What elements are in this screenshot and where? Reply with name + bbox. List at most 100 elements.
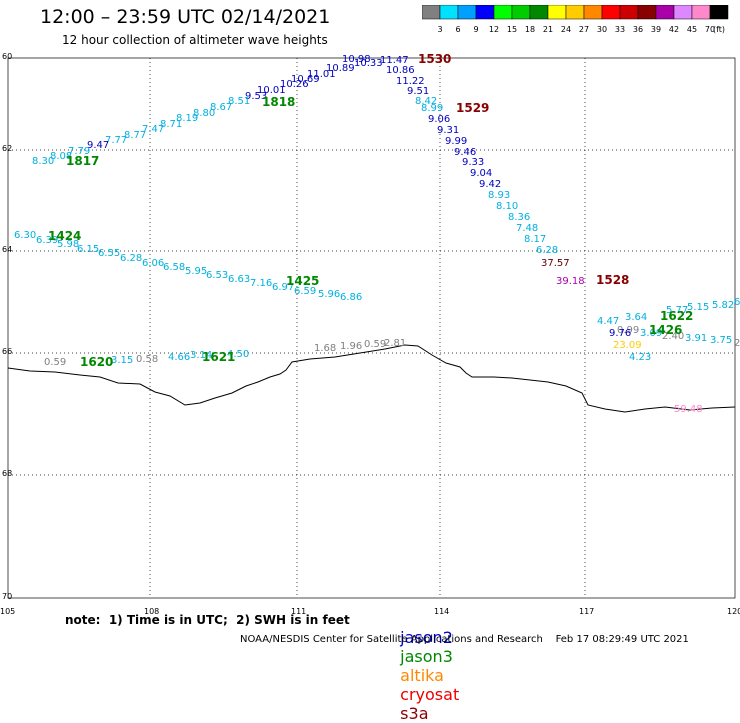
wave-height-label: 8.77 bbox=[124, 130, 146, 141]
wave-height-label: 37.57 bbox=[541, 258, 570, 269]
legend-label: 3 bbox=[437, 25, 442, 34]
wave-height-label: 9.31 bbox=[437, 125, 459, 136]
wave-height-label: 6.28 bbox=[120, 253, 142, 264]
legend-label: 6 bbox=[455, 25, 460, 34]
wave-height-label: 8.08 bbox=[50, 151, 72, 162]
wave-height-label: 8.30 bbox=[32, 156, 54, 167]
wave-height-label: 6.97 bbox=[272, 282, 294, 293]
wave-height-label: 11.47 bbox=[380, 55, 409, 66]
wave-height-label: 9.51 bbox=[407, 86, 429, 97]
lon-label: 117 bbox=[579, 607, 594, 616]
lat-label: 70 bbox=[2, 592, 12, 601]
wave-height-label: 5.82 bbox=[712, 300, 734, 311]
wave-height-label: 0.99 bbox=[617, 325, 639, 336]
wave-height-label: 1.96 bbox=[340, 341, 362, 352]
wave-height-label: 8.51 bbox=[228, 96, 250, 107]
pass-time-label: 1530 bbox=[418, 52, 451, 66]
wave-height-label: 11.01 bbox=[307, 69, 336, 80]
wave-height-label: 9.99 bbox=[445, 136, 467, 147]
lon-label: 108 bbox=[144, 607, 159, 616]
wave-height-label: 10.89 bbox=[326, 63, 355, 74]
wave-height-label: 6.59 bbox=[294, 286, 316, 297]
wave-height-label: 6.15 bbox=[77, 244, 99, 255]
credit-line: NOAA/NESDIS Center for Satellite Applica… bbox=[240, 634, 689, 645]
sat-cryosat: cryosat bbox=[400, 685, 460, 704]
wave-height-label: 10.69 bbox=[291, 74, 320, 85]
legend-label: 21 bbox=[543, 25, 553, 34]
lon-label: 111 bbox=[291, 607, 306, 616]
legend-swatch bbox=[709, 4, 729, 20]
pass-time-label: 1818 bbox=[262, 95, 295, 109]
wave-height-label: 2.81 bbox=[384, 338, 406, 349]
wave-height-label: 10.01 bbox=[257, 85, 286, 96]
wave-height-label: 6.53 bbox=[206, 270, 228, 281]
legend-label: 30 bbox=[597, 25, 607, 34]
wave-height-label: 3.09 bbox=[640, 328, 662, 339]
wave-height-label: 8.19 bbox=[176, 113, 198, 124]
legend-label: 18 bbox=[525, 25, 535, 34]
longitude-labels: 105 108 111 114 117 120 bbox=[0, 607, 740, 616]
pass-time-label: 1529 bbox=[456, 101, 489, 115]
pass-time-label: 1425 bbox=[286, 274, 319, 288]
wave-height-label: 3.14 bbox=[190, 350, 212, 361]
wave-height-label: 5.77 bbox=[666, 305, 688, 316]
wave-height-label: 9.53 bbox=[245, 91, 267, 102]
wave-height-label: 9.46 bbox=[454, 147, 476, 158]
wave-height-label: 9.42 bbox=[479, 179, 501, 190]
wave-height-label: 5.15 bbox=[687, 302, 709, 313]
sat-s3a: s3a bbox=[400, 704, 429, 723]
wave-height-label: 11.22 bbox=[396, 76, 425, 87]
wave-height-label: 8.99 bbox=[421, 103, 443, 114]
wave-height-label: 10.86 bbox=[386, 65, 415, 76]
wave-height-label: 6.28 bbox=[536, 245, 558, 256]
wave-height-label: 6.86 bbox=[340, 292, 362, 303]
lat-label: 68 bbox=[2, 469, 12, 478]
wave-height-label: 10.98 bbox=[342, 54, 371, 65]
wave-height-label: 3.64 bbox=[625, 312, 647, 323]
wave-height-label: 8.93 bbox=[488, 190, 510, 201]
lat-label: 66 bbox=[2, 347, 12, 356]
lat-label: 60 bbox=[2, 52, 12, 61]
wave-height-label: 8.10 bbox=[496, 201, 518, 212]
legend-label: 33 bbox=[615, 25, 625, 34]
pass-time-label: 1622 bbox=[660, 309, 693, 323]
wave-height-label: 0.59 bbox=[364, 339, 386, 350]
wave-height-label: 9.76 bbox=[609, 328, 631, 339]
wave-height-label: 7.79 bbox=[68, 146, 90, 157]
wave-height-label: 9.33 bbox=[462, 157, 484, 168]
lat-lon-grid bbox=[7, 57, 736, 599]
wave-height-label: 6.30 bbox=[14, 230, 36, 241]
legend-label: 27 bbox=[579, 25, 589, 34]
lon-label: 114 bbox=[434, 607, 449, 616]
wave-height-label: 2 bbox=[734, 338, 740, 349]
wave-height-label: 10.26 bbox=[280, 79, 309, 90]
lon-label: 120 bbox=[727, 607, 740, 616]
wave-height-label: 0.59 bbox=[44, 357, 66, 368]
map-title: 12:00 – 23:59 UTC 02/14/2021 bbox=[40, 6, 331, 28]
lat-label: 64 bbox=[2, 245, 12, 254]
wave-height-label: 39.18 bbox=[556, 276, 585, 287]
legend-scale: 3 6 9 12 15 18 21 24 27 30 33 36 39 42 45 70(ft) bbox=[421, 4, 729, 34]
pass-time-label: 1620 bbox=[80, 355, 113, 369]
wave-height-label: 8.71 bbox=[160, 119, 182, 130]
legend-label: 70 bbox=[705, 25, 715, 34]
footer-note: note: 1) Time is in UTC; 2) SWH is in fe… bbox=[65, 613, 350, 627]
wave-height-label: 5.96 bbox=[318, 289, 340, 300]
legend-label: 9 bbox=[473, 25, 478, 34]
wave-height-label: 8.36 bbox=[508, 212, 530, 223]
pass-time-label: 1817 bbox=[66, 154, 99, 168]
lon-label: 105 bbox=[0, 607, 15, 616]
wave-height-label: 8.80 bbox=[193, 108, 215, 119]
latitude-labels: 60 62 64 66 68 70 bbox=[2, 52, 12, 601]
wave-height-label: 9.06 bbox=[428, 114, 450, 125]
lat-label: 62 bbox=[2, 144, 12, 153]
color-legend: 3 6 9 12 15 18 21 24 27 30 33 36 39 42 45 70 (ft) bbox=[421, 4, 732, 41]
legend-label: 45 bbox=[687, 25, 697, 34]
legend-label: 42 bbox=[669, 25, 679, 34]
wave-height-label: 6.55 bbox=[98, 248, 120, 259]
wave-height-label: 4.50 bbox=[227, 349, 249, 360]
wave-height-label: 7.77 bbox=[105, 135, 127, 146]
wave-height-label: 6.06 bbox=[142, 258, 164, 269]
